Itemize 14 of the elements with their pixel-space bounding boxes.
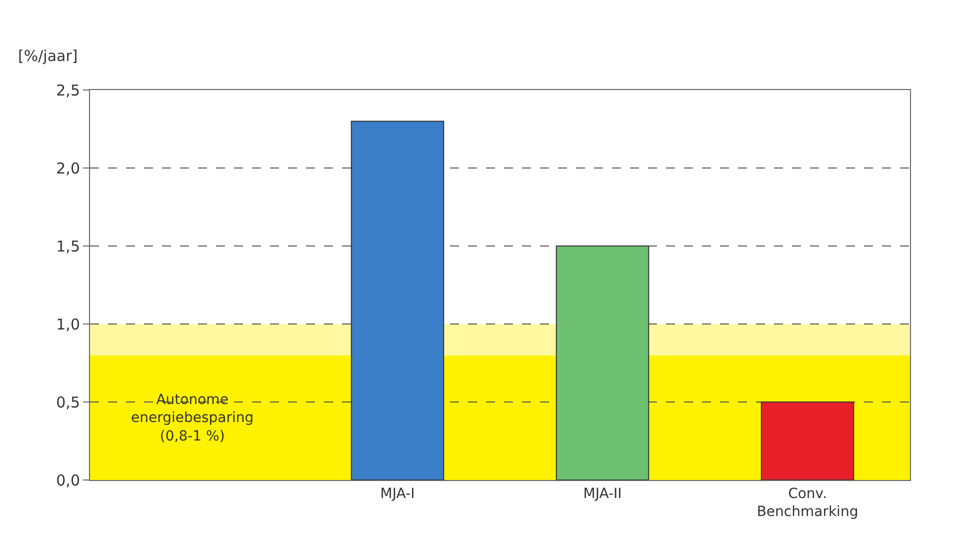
bar: [556, 246, 650, 480]
y-tick-label: 1,0: [56, 315, 80, 334]
bar: [760, 402, 854, 480]
y-axis-title: [%/jaar]: [18, 47, 78, 65]
band-label: Autonome energiebesparing (0,8-1 %): [131, 392, 254, 444]
x-tick-label: MJA-II: [583, 486, 622, 502]
y-tick-label: 2,0: [56, 159, 80, 178]
y-tick-label: 2,5: [56, 81, 80, 100]
y-tick-label: 0,5: [56, 393, 80, 412]
y-tick-label: 1,5: [56, 237, 80, 256]
bar: [350, 120, 444, 480]
x-tick-label: Conv. Benchmarking: [756, 486, 858, 520]
x-tick-label: MJA-I: [380, 486, 415, 502]
y-tick-label: 0,0: [56, 471, 80, 490]
